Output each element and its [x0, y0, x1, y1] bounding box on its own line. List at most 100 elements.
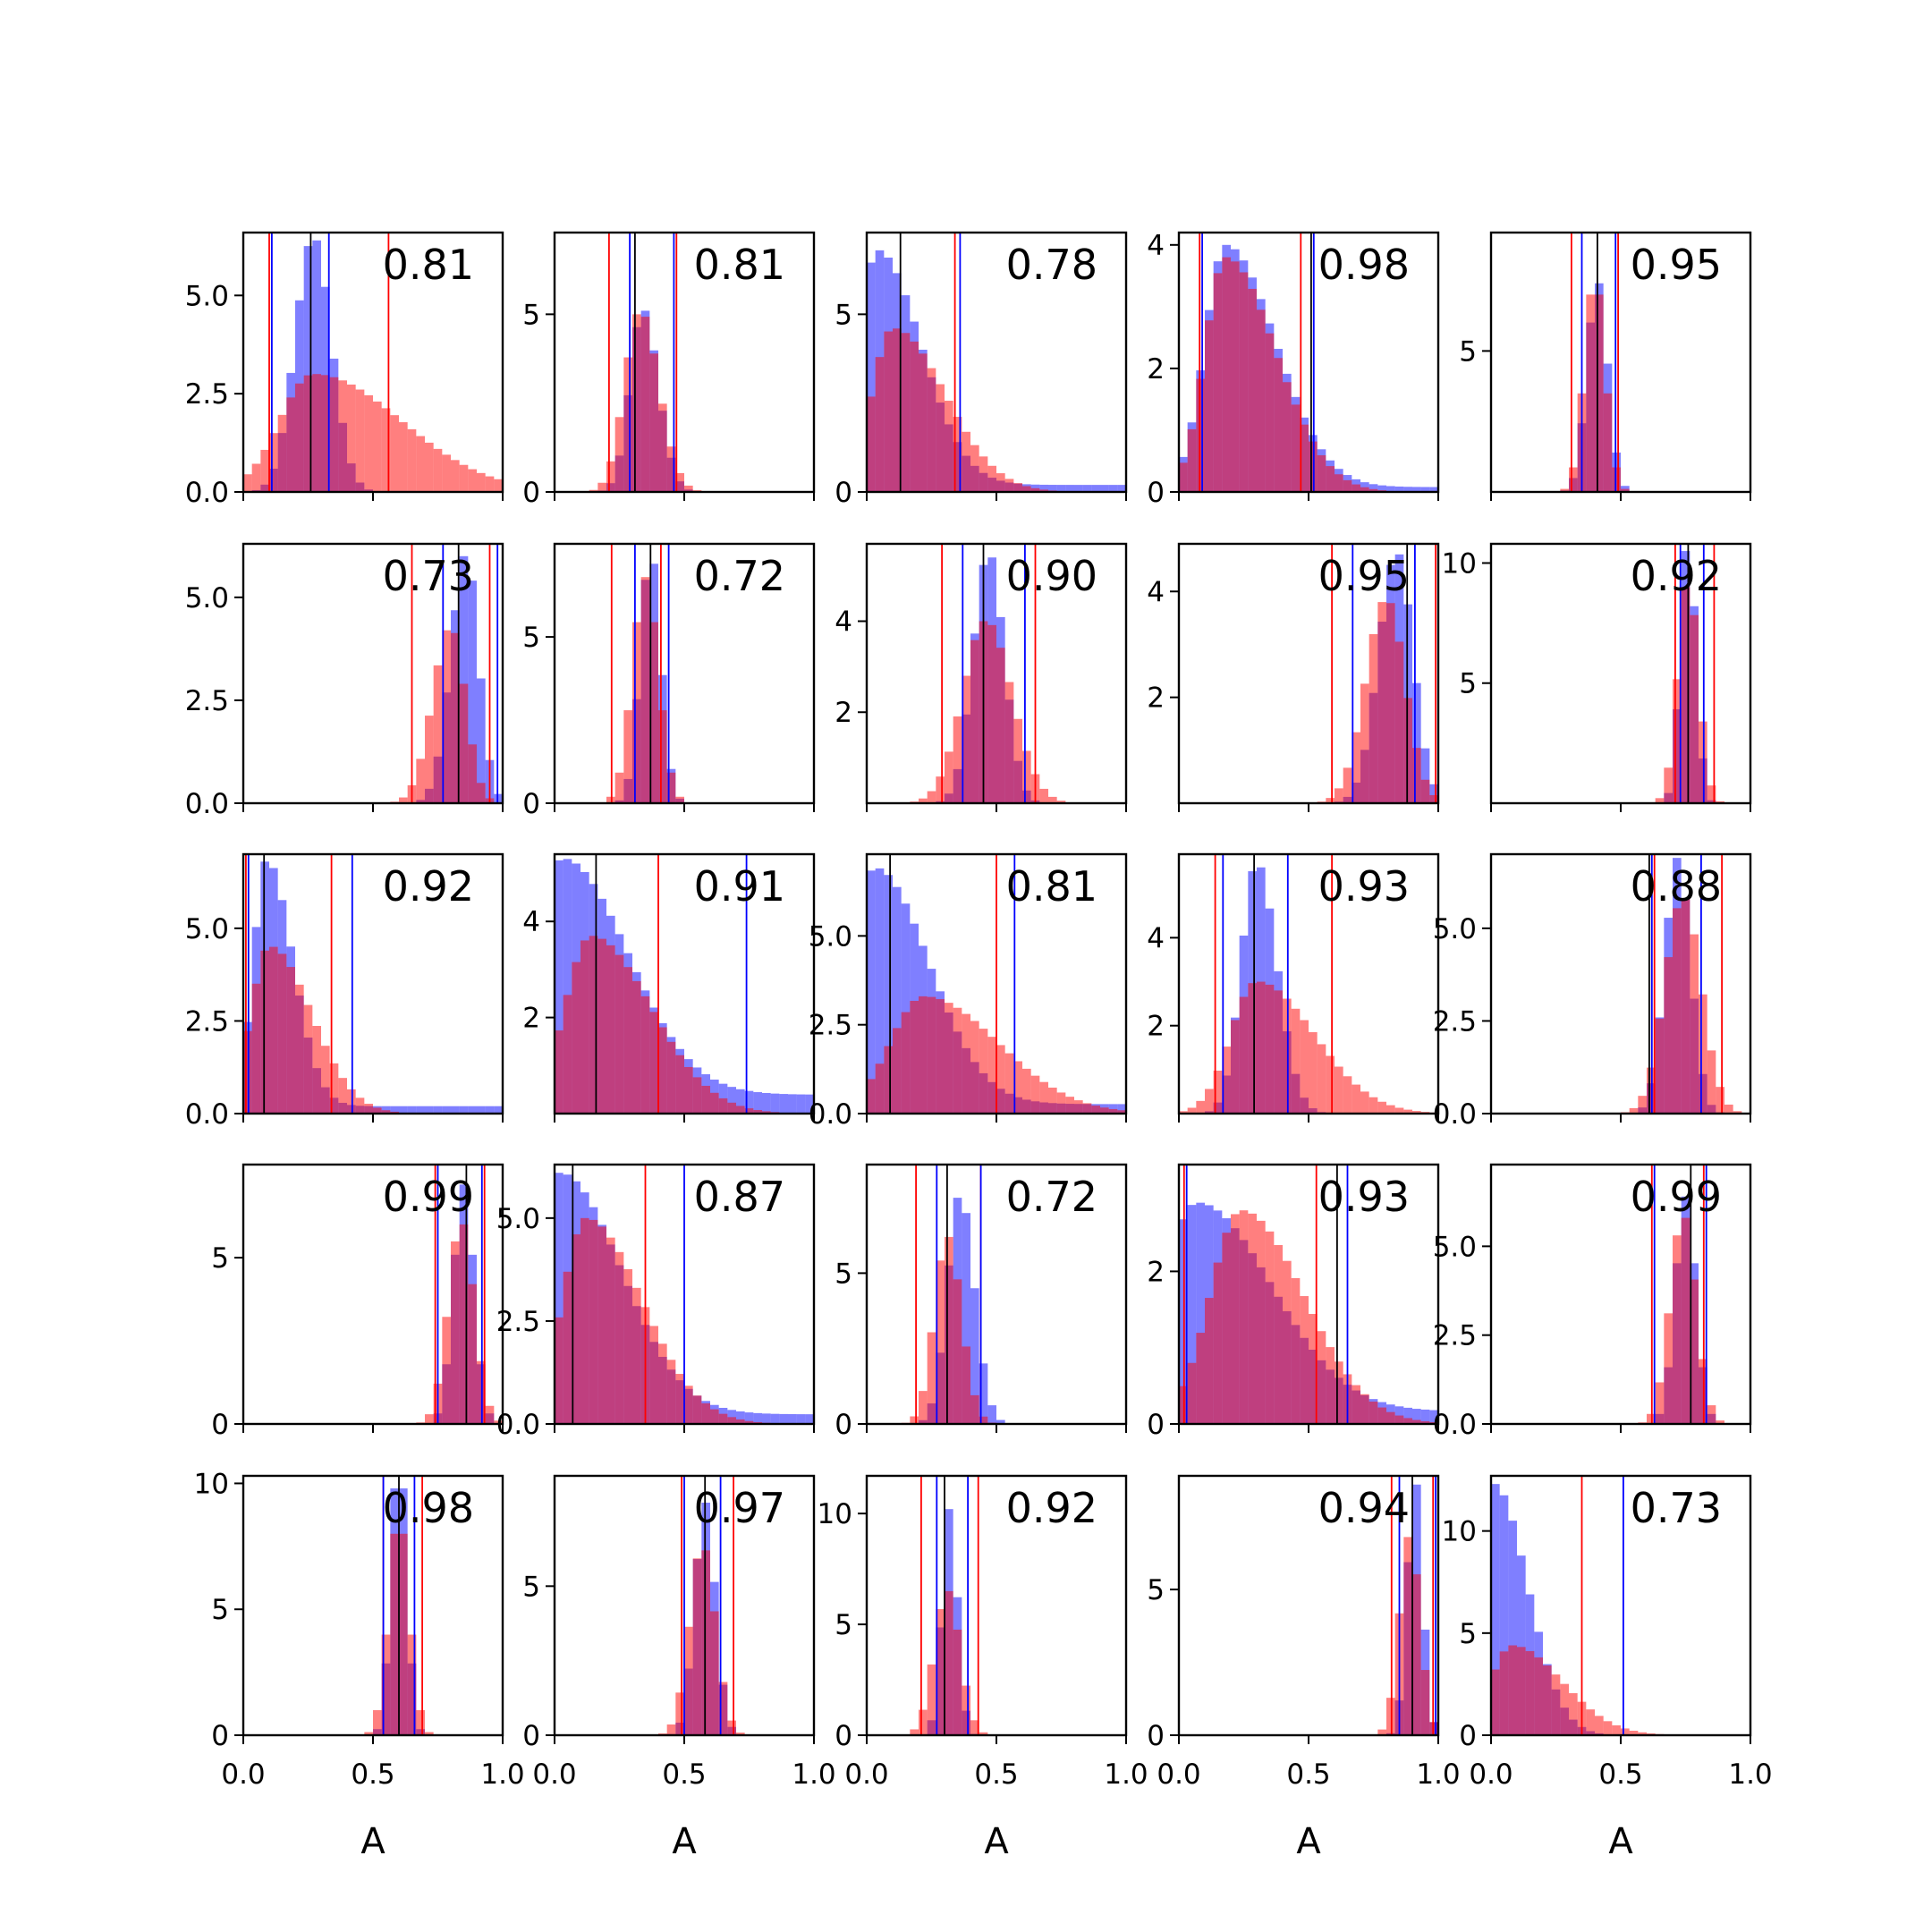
red-histogram-bar — [1586, 1709, 1595, 1735]
panel-value-annotation: 0.72 — [1006, 1173, 1097, 1221]
x-tick-label: 1.0 — [1104, 1758, 1148, 1791]
blue-histogram-bar — [788, 1414, 797, 1424]
red-histogram-bar — [1179, 1111, 1188, 1114]
red-histogram-bar — [1690, 934, 1699, 1114]
red-histogram-bar — [1699, 1359, 1707, 1424]
red-histogram-bar — [477, 472, 486, 492]
red-histogram-bar — [1283, 998, 1292, 1114]
red-histogram-bar — [936, 776, 945, 803]
red-histogram-bar — [1621, 488, 1630, 492]
red-histogram-bar — [623, 967, 632, 1114]
red-histogram-bar — [718, 1097, 728, 1114]
red-histogram-bar — [1187, 428, 1197, 492]
red-histogram-bar — [945, 1003, 953, 1114]
red-histogram-bar — [666, 446, 676, 492]
red-histogram-bar — [381, 1110, 391, 1114]
red-histogram-bar — [355, 1097, 365, 1114]
red-histogram-bar — [251, 463, 261, 492]
panel-value-annotation: 0.95 — [1318, 552, 1410, 600]
x-tick-label: 0.0 — [1157, 1758, 1200, 1791]
red-histogram-bar — [658, 1343, 667, 1424]
red-histogram-bar — [1420, 779, 1430, 803]
red-histogram-bar — [1309, 441, 1318, 492]
red-histogram-bar — [710, 1409, 719, 1424]
panel-value-annotation: 0.81 — [694, 241, 785, 289]
red-histogram-bar — [1655, 1382, 1665, 1424]
blue-histogram-bar — [1082, 485, 1092, 492]
red-histogram-bar — [260, 449, 269, 492]
red-histogram-bar — [442, 1317, 451, 1424]
red-histogram-bar — [884, 1046, 893, 1114]
red-histogram-bar — [277, 414, 287, 492]
red-histogram-bar — [329, 377, 339, 492]
blue-histogram-bar — [1039, 484, 1048, 492]
red-histogram-bar — [1690, 614, 1699, 803]
y-tick-label: 4 — [835, 606, 852, 638]
blue-histogram-bar — [312, 240, 321, 492]
plot-area — [416, 1165, 503, 1424]
red-histogram-bar — [1082, 1103, 1092, 1114]
red-histogram-bar — [1222, 257, 1231, 492]
red-histogram-bar — [987, 465, 996, 492]
red-histogram-bar — [1655, 798, 1665, 803]
y-tick-label: 2 — [522, 1003, 540, 1035]
x-tick-label: 0.0 — [532, 1758, 576, 1791]
red-histogram-bar — [744, 1108, 754, 1114]
red-histogram-bar — [945, 1236, 953, 1424]
red-histogram-bar — [1343, 767, 1352, 803]
red-histogram-bar — [1368, 1402, 1378, 1424]
red-histogram-bar — [1352, 1084, 1360, 1114]
panel-value-annotation: 0.92 — [383, 862, 474, 911]
red-histogram-bar — [736, 1419, 745, 1424]
red-histogram-bar — [945, 1590, 953, 1735]
blue-histogram-bar — [303, 246, 313, 492]
panel-19: 020.93 — [1147, 1163, 1440, 1441]
panel-value-annotation: 0.73 — [1631, 1484, 1722, 1532]
plot-area — [555, 1165, 814, 1424]
red-histogram-bar — [1595, 1716, 1604, 1735]
red-histogram-bar — [1022, 1068, 1031, 1114]
red-histogram-bar — [1655, 1018, 1665, 1114]
red-histogram-bar — [736, 1106, 745, 1114]
red-histogram-bar — [1517, 1647, 1526, 1735]
blue-histogram-bar — [753, 1092, 762, 1114]
plot-area — [243, 854, 503, 1114]
y-tick-label: 0 — [522, 1720, 540, 1752]
x-tick-label: 0.5 — [1286, 1758, 1330, 1791]
red-histogram-bar — [1377, 1407, 1386, 1424]
red-histogram-bar — [936, 1260, 945, 1424]
red-histogram-bar — [1724, 1104, 1733, 1114]
red-histogram-bar — [1100, 1107, 1109, 1114]
red-histogram-bar — [459, 1224, 469, 1424]
y-tick-label: 5 — [1459, 335, 1477, 368]
panel-value-annotation: 0.91 — [694, 862, 785, 911]
red-histogram-bar — [468, 1284, 477, 1424]
red-histogram-bar — [1205, 320, 1214, 492]
blue-histogram-bar — [1056, 485, 1066, 492]
red-histogram-bar — [1196, 378, 1205, 492]
red-histogram-bar — [416, 1709, 425, 1735]
red-histogram-bar — [884, 331, 893, 492]
red-histogram-bar — [1013, 483, 1022, 492]
y-tick-label: 2 — [1147, 682, 1165, 715]
panel-2: 050.81 — [522, 231, 816, 509]
red-histogram-bar — [1681, 1217, 1690, 1424]
panel-value-annotation: 0.99 — [1631, 1173, 1722, 1221]
red-histogram-bar — [962, 1685, 970, 1735]
blue-histogram-bar — [1065, 485, 1074, 492]
red-histogram-bar — [1403, 698, 1412, 803]
red-histogram-bar — [1377, 602, 1386, 803]
red-histogram-bar — [1707, 1050, 1716, 1114]
red-histogram-bar — [451, 632, 460, 803]
blue-histogram-bar — [563, 859, 572, 1114]
red-histogram-bar — [649, 353, 658, 492]
red-histogram-bar — [1368, 488, 1378, 492]
y-tick-label: 0 — [211, 1720, 229, 1752]
red-histogram-bar — [1343, 479, 1352, 492]
y-tick-label: 0 — [835, 1720, 852, 1752]
blue-histogram-bar — [1377, 485, 1386, 492]
y-tick-label: 2 — [1147, 1011, 1165, 1043]
red-histogram-bar — [1629, 1107, 1639, 1114]
red-histogram-bar — [1394, 641, 1404, 803]
red-histogram-bar — [936, 384, 945, 492]
